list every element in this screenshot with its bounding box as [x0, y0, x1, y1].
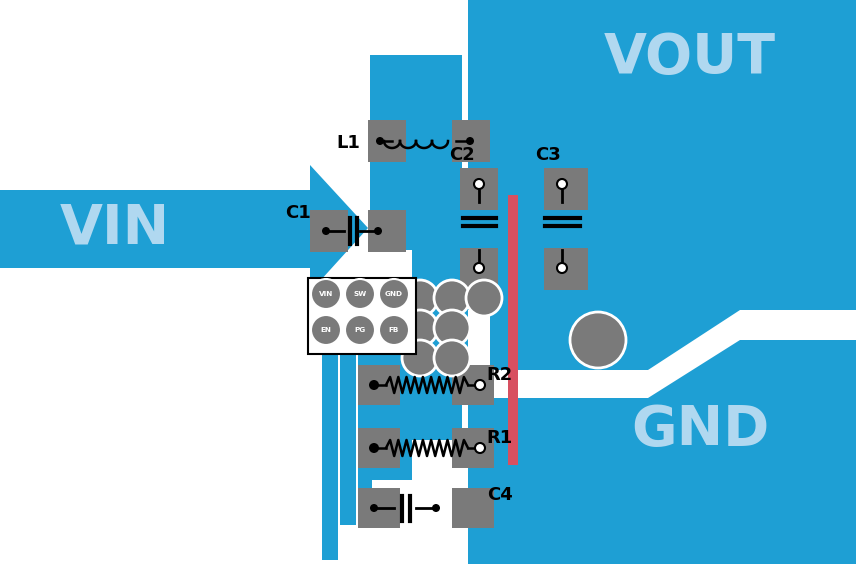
Circle shape	[402, 280, 438, 316]
Bar	[452, 428, 494, 468]
Circle shape	[474, 179, 484, 189]
Circle shape	[434, 280, 470, 316]
Circle shape	[570, 312, 626, 368]
Bar	[452, 120, 490, 162]
Circle shape	[432, 504, 440, 512]
Bar	[544, 248, 588, 290]
Polygon shape	[468, 0, 856, 370]
Bar	[544, 168, 588, 210]
Text: EN: EN	[320, 327, 331, 333]
Bar	[358, 310, 372, 495]
Circle shape	[311, 279, 341, 309]
Circle shape	[474, 263, 484, 273]
Bar	[370, 55, 412, 250]
Circle shape	[466, 137, 474, 145]
Text: L1: L1	[336, 134, 360, 152]
Bar	[322, 310, 338, 560]
Circle shape	[379, 279, 409, 309]
Circle shape	[402, 340, 438, 376]
Bar	[368, 120, 406, 162]
Circle shape	[376, 137, 384, 145]
Bar	[462, 200, 472, 380]
Circle shape	[345, 315, 375, 345]
Bar	[412, 55, 462, 440]
Bar	[340, 310, 356, 525]
Circle shape	[475, 380, 485, 390]
Circle shape	[434, 340, 470, 376]
Text: GND: GND	[631, 403, 770, 457]
Text: SW: SW	[354, 291, 366, 297]
Bar	[460, 248, 498, 290]
Circle shape	[379, 315, 409, 345]
Text: FB: FB	[389, 327, 399, 333]
Bar	[358, 488, 400, 528]
Circle shape	[466, 280, 502, 316]
Text: VIN: VIN	[319, 291, 333, 297]
Bar	[452, 488, 494, 528]
Text: PG: PG	[354, 327, 366, 333]
Circle shape	[311, 315, 341, 345]
Bar	[460, 168, 498, 210]
Bar	[310, 210, 348, 252]
Circle shape	[374, 227, 382, 235]
Text: R1: R1	[487, 429, 513, 447]
Circle shape	[345, 279, 375, 309]
Text: C4: C4	[487, 486, 513, 504]
Bar	[452, 365, 494, 405]
Bar	[468, 310, 490, 398]
Text: VOUT: VOUT	[604, 31, 776, 85]
Circle shape	[557, 263, 567, 273]
Circle shape	[475, 443, 485, 453]
Circle shape	[369, 380, 379, 390]
Bar	[308, 278, 416, 354]
Bar	[508, 195, 518, 465]
Circle shape	[402, 310, 438, 346]
Bar	[368, 210, 406, 252]
Text: C2: C2	[449, 146, 475, 164]
Bar	[372, 310, 412, 480]
Polygon shape	[0, 165, 368, 292]
Circle shape	[370, 504, 378, 512]
Polygon shape	[468, 340, 856, 564]
Text: GND: GND	[385, 291, 403, 297]
Text: VIN: VIN	[60, 201, 170, 255]
Text: C3: C3	[535, 146, 561, 164]
Circle shape	[322, 227, 330, 235]
Bar	[358, 428, 400, 468]
Bar	[358, 365, 400, 405]
Bar	[468, 200, 480, 310]
Bar	[462, 200, 520, 222]
Circle shape	[369, 443, 379, 453]
Text: C1: C1	[285, 204, 311, 222]
Text: R2: R2	[487, 366, 513, 384]
Circle shape	[434, 310, 470, 346]
Circle shape	[557, 179, 567, 189]
